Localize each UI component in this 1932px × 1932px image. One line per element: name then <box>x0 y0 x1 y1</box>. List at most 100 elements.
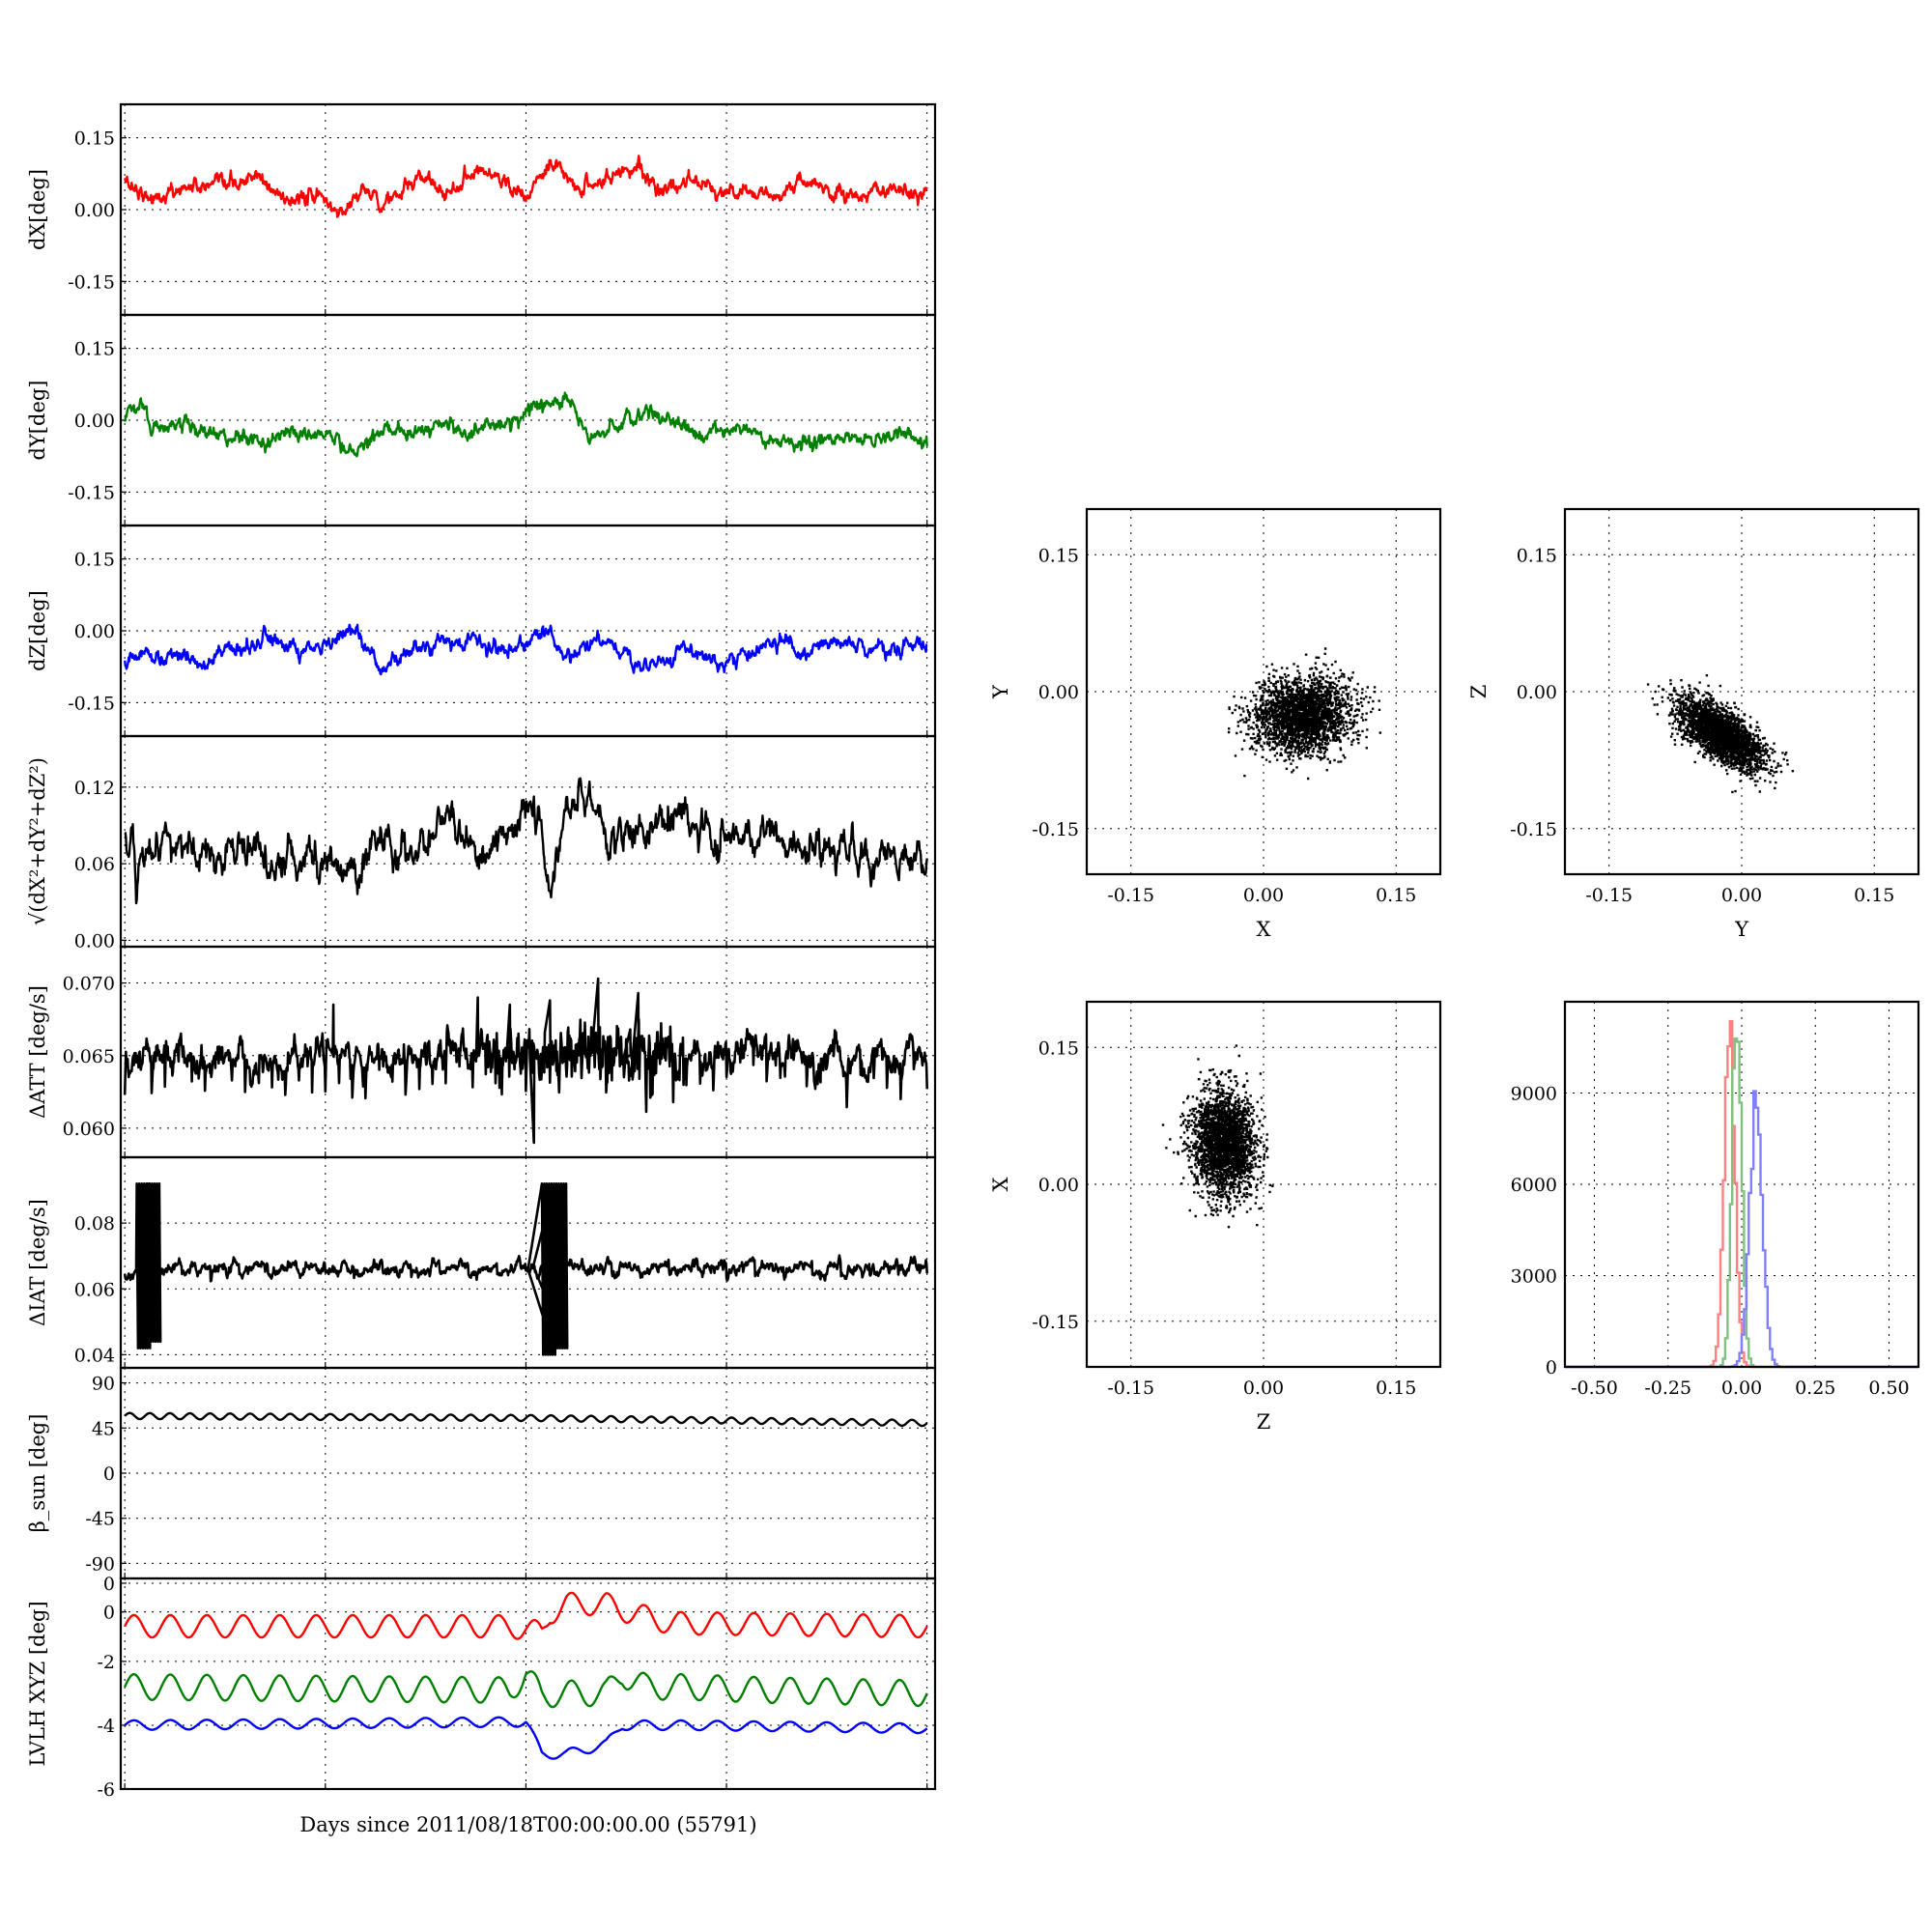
y-tick-label: -0.15 <box>1510 819 1557 840</box>
timeseries-panel-2: -0.15 0.00 0.15 dY[deg] <box>26 313 937 527</box>
series-line <box>124 777 928 905</box>
timeseries-panel-5: 0.060 0.065 0.070 ΔATT [deg/s] <box>26 945 937 1159</box>
timeseries-panel-8: -6 -4 -2 0 0 LVLH XYZ [deg] <box>26 1574 937 1801</box>
panel-frame <box>119 1366 937 1580</box>
series-line <box>124 391 928 458</box>
y-tick-label: -0.15 <box>1032 819 1079 840</box>
y-tick-label: 0.15 <box>74 128 115 150</box>
series-line <box>123 977 928 1145</box>
y-tick-label: 90 <box>92 1374 115 1395</box>
y-tick-label: 0.00 <box>74 621 115 642</box>
x-tick-label: 0.15 <box>1376 885 1416 906</box>
y-tick-label: -0.15 <box>1032 1312 1079 1333</box>
y-axis-label: √(dX²+dY²+dZ²) <box>26 757 49 925</box>
y-tick-label: 0.15 <box>1038 545 1079 566</box>
y-axis-label: β_sun [deg] <box>26 1414 49 1533</box>
y-tick-label: -0.15 <box>68 271 115 293</box>
x-tick-label: 0.00 <box>1243 1378 1284 1399</box>
series-line <box>124 1716 928 1760</box>
y-tick-label: 45 <box>92 1418 115 1439</box>
y-tick-label: -6 <box>97 1779 115 1801</box>
x-tick-label: -0.25 <box>1644 1378 1691 1399</box>
x-axis-label: Z <box>1257 1410 1271 1434</box>
x-tick-label: 0.15 <box>1854 885 1894 906</box>
x-tick-label: 0.15 <box>1376 1378 1416 1399</box>
x-axis-label: Y <box>1734 918 1749 941</box>
y-tick-label: 0.060 <box>63 1119 115 1140</box>
y-tick-label: 9000 <box>1511 1084 1557 1105</box>
y-tick-label: 3000 <box>1511 1266 1557 1288</box>
y-tick-label: 0.00 <box>74 200 115 221</box>
y-tick-label: -2 <box>97 1652 115 1673</box>
x-tick-label: 0.50 <box>1868 1378 1909 1399</box>
x-tick-label: 0.00 <box>1721 885 1762 906</box>
y-tick-label: 0 <box>103 1603 115 1624</box>
panel-frame <box>1085 507 1442 876</box>
x-tick-label: 0.00 <box>1721 1378 1762 1399</box>
y-tick-label: 0.15 <box>1038 1037 1079 1059</box>
y-tick-label: 0.00 <box>1038 682 1079 703</box>
panel-frame <box>119 1577 937 1791</box>
y-tick-label: 0.070 <box>63 974 115 995</box>
y-tick-label: 0.06 <box>74 1279 115 1300</box>
y-tick-label: 0.065 <box>63 1046 115 1067</box>
y-axis-label: LVLH XYZ [deg] <box>26 1601 49 1766</box>
y-tick-label: 0.15 <box>74 339 115 360</box>
series-line <box>124 1670 928 1709</box>
y-tick-label: -90 <box>85 1553 115 1575</box>
x-tick-label: -0.15 <box>1107 885 1154 906</box>
series-line <box>124 155 928 218</box>
timeseries-panel-6: 0.04 0.06 0.08 ΔIAT [deg/s] <box>26 1155 937 1370</box>
y-tick-label: 0 <box>103 1574 115 1595</box>
y-axis-label: dZ[deg] <box>26 590 49 671</box>
timeseries-panel-3: -0.15 0.00 0.15 dZ[deg] <box>26 524 937 738</box>
panel-frame <box>119 102 937 317</box>
series-line <box>124 1411 928 1428</box>
y-axis-label: Y <box>989 684 1012 699</box>
x-tick-label: -0.15 <box>1585 885 1633 906</box>
x-tick-label: -0.15 <box>1107 1378 1154 1399</box>
y-tick-label: 0.15 <box>74 550 115 571</box>
x-tick-label: 0.25 <box>1795 1378 1835 1399</box>
y-tick-label: 0.00 <box>1517 682 1557 703</box>
histogram-panel: -0.50 -0.25 0.00 0.25 0.50 0 3000 6000 9000 <box>1511 1000 1920 1399</box>
y-tick-label: -4 <box>97 1716 115 1737</box>
panel-frame <box>1563 1000 1920 1369</box>
scatter-panel-xy: -0.15 -0.15 0.00 0.00 0.15 0.15 X Y <box>989 507 1442 941</box>
scatter-panel-yz: -0.15 -0.15 0.00 0.00 0.15 0.15 Y Z <box>1467 507 1920 941</box>
y-tick-label: -0.15 <box>68 693 115 714</box>
y-tick-label: 0.15 <box>1517 545 1557 566</box>
timeseries-panel-1: -0.15 0.00 0.15 dX[deg] <box>26 102 937 317</box>
shared-x-axis-label: Days since 2011/08/18T00:00:00.00 (55791… <box>299 1813 756 1836</box>
scatter-points <box>1161 1044 1274 1229</box>
panel-frame <box>119 524 937 738</box>
y-tick-label: 0 <box>1546 1357 1557 1378</box>
y-tick-label: -45 <box>85 1509 115 1530</box>
y-axis-label: dX[deg] <box>26 169 49 250</box>
y-tick-label: 0.00 <box>74 930 115 952</box>
panel-frame <box>1563 507 1920 876</box>
y-tick-label: 6000 <box>1511 1175 1557 1196</box>
timeseries-panel-7: -90 -45 0 45 90 β_sun [deg] <box>26 1366 937 1580</box>
y-tick-label: -0.15 <box>68 482 115 503</box>
x-tick-label: 0.00 <box>1243 885 1284 906</box>
y-tick-label: 0.00 <box>1038 1175 1079 1196</box>
timeseries-panel-4: 0.00 0.06 0.12 √(dX²+dY²+dZ²) <box>26 734 937 952</box>
y-axis-label: dY[deg] <box>26 380 49 460</box>
y-axis-label: X <box>989 1177 1012 1191</box>
scatter-points <box>1227 647 1381 781</box>
y-tick-label: 0.00 <box>74 411 115 432</box>
y-tick-label: 0.08 <box>74 1213 115 1235</box>
x-axis-label: X <box>1257 918 1271 941</box>
y-tick-label: 0.06 <box>74 854 115 875</box>
series-line <box>124 623 928 676</box>
series-line <box>123 1182 928 1356</box>
y-axis-label: ΔIAT [deg/s] <box>26 1199 49 1326</box>
y-tick-label: 0 <box>103 1463 115 1485</box>
y-tick-label: 0.04 <box>74 1345 115 1366</box>
series-line <box>124 1591 928 1640</box>
panel-frame <box>119 313 937 527</box>
panel-frame <box>1085 1000 1442 1369</box>
y-axis-label: ΔATT [deg/s] <box>26 985 49 1119</box>
